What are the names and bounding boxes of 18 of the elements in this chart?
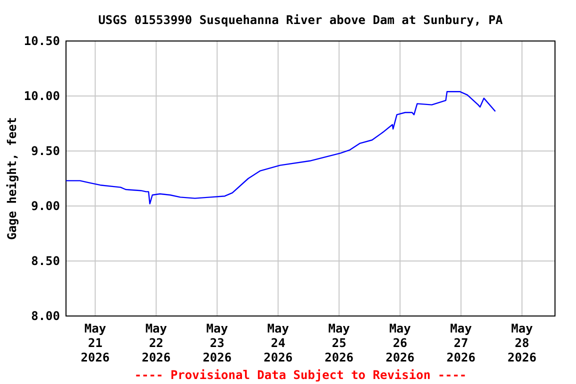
x-tick-label: May 21 2026: [80, 322, 110, 364]
y-tick-label: 10.00: [24, 88, 60, 103]
y-tick-label: 9.00: [31, 198, 60, 213]
text: ---- Provisional Data Subject to Revision ----: [134, 368, 467, 382]
x-tick-label: May 22 2026: [142, 322, 171, 364]
x-tick-label: May 27 2026: [446, 322, 476, 364]
x-tick-label: May 23 2026: [202, 322, 232, 364]
y-tick-label: 8.00: [31, 308, 60, 323]
line-series: [65, 91, 496, 204]
x-tick-label: May 26 2026: [386, 322, 414, 364]
y-tick-label: 10.50: [24, 34, 60, 48]
x-tick-label: May 24 2026: [264, 322, 293, 364]
x-tick-label: May 28 2026: [508, 322, 536, 364]
y-tick-label: 9.50: [31, 144, 60, 158]
chart-title: USGS 01553990 Susquehanna River above Dam at Sunbury, PA: [98, 13, 504, 27]
y-tick-label: 8.50: [31, 254, 60, 268]
x-tick-label: May 25 2026: [324, 322, 354, 364]
y-axis-title: Gage height, feet: [5, 117, 19, 240]
